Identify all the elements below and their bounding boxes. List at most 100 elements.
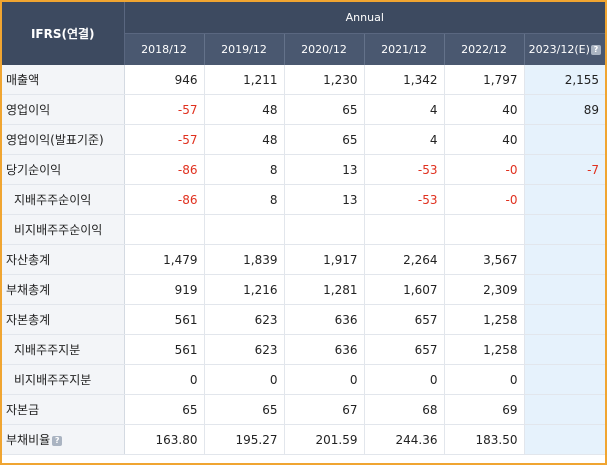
value-cell: 1,917 <box>284 244 365 275</box>
row-label: 지배주주순이익 <box>2 184 125 215</box>
value-cell: 1,479 <box>124 244 205 275</box>
value-cell: 244.36 <box>364 424 445 455</box>
row-label-text: 영업이익(발표기준) <box>6 133 104 147</box>
value-cell: -57 <box>124 124 205 155</box>
value-cell: 40 <box>444 124 525 155</box>
value-cell: -0 <box>444 184 525 215</box>
row-label-text: 자본총계 <box>6 313 51 327</box>
table-row: 지배주주지분 561 623 636 657 1,258 <box>2 334 605 365</box>
value-cell: 48 <box>204 124 285 155</box>
value-cell: 623 <box>204 304 285 335</box>
value-cell: -53 <box>364 154 445 185</box>
value-cell: 0 <box>364 364 445 395</box>
value-cell: 636 <box>284 334 365 365</box>
year-header-2023-estimate: 2023/12(E)? <box>524 33 605 65</box>
row-label-text: 자본금 <box>6 403 40 417</box>
value-cell: 1,216 <box>204 274 285 305</box>
value-cell: -0 <box>444 154 525 185</box>
estimate-year-label: 2023/12(E) <box>528 43 590 56</box>
row-label-text: 비지배주주순이익 <box>14 223 103 237</box>
question-icon[interactable]: ? <box>52 435 63 446</box>
value-cell: 40 <box>444 94 525 125</box>
row-label: 영업이익 <box>2 94 125 125</box>
table-body: 매출액 946 1,211 1,230 1,342 1,797 2,155 영업이익 -57 48… <box>2 65 605 455</box>
value-cell: 4 <box>364 124 445 155</box>
value-cell: 919 <box>124 274 205 305</box>
value-cell: -7 <box>524 154 605 185</box>
value-cell: 623 <box>204 334 285 365</box>
table-row: 부채비율? 163.80 195.27 201.59 244.36 183.50 <box>2 424 605 455</box>
question-icon[interactable]: ? <box>590 45 601 55</box>
value-cell: 1,797 <box>444 65 525 95</box>
value-cell <box>524 424 605 455</box>
value-cell: -86 <box>124 184 205 215</box>
year-header-2018: 2018/12 <box>124 33 205 65</box>
year-header-2019: 2019/12 <box>204 33 285 65</box>
row-label: 자본금 <box>2 394 125 425</box>
row-label: 부채총계 <box>2 274 125 305</box>
value-cell: 4 <box>364 94 445 125</box>
value-cell: 561 <box>124 334 205 365</box>
value-cell: 1,211 <box>204 65 285 95</box>
value-cell: 1,839 <box>204 244 285 275</box>
value-cell <box>524 274 605 305</box>
value-cell: 1,258 <box>444 334 525 365</box>
value-cell: 8 <box>204 184 285 215</box>
value-cell <box>524 334 605 365</box>
value-cell: 183.50 <box>444 424 525 455</box>
value-cell: 0 <box>204 364 285 395</box>
row-label-text: 당기순이익 <box>6 163 62 177</box>
value-cell <box>524 184 605 215</box>
value-cell: 67 <box>284 394 365 425</box>
value-cell <box>524 214 605 245</box>
value-cell: 1,258 <box>444 304 525 335</box>
table-row: 자본금 65 65 67 68 69 <box>2 394 605 425</box>
table-row: 영업이익(발표기준) -57 48 65 4 40 <box>2 124 605 155</box>
value-cell <box>524 124 605 155</box>
year-header-2021: 2021/12 <box>364 33 445 65</box>
row-label: 자본총계 <box>2 304 125 335</box>
row-label: 자산총계 <box>2 244 125 275</box>
value-cell <box>284 214 365 245</box>
value-cell: 2,155 <box>524 65 605 95</box>
value-cell: 3,567 <box>444 244 525 275</box>
table-row: 자산총계 1,479 1,839 1,917 2,264 3,567 <box>2 244 605 275</box>
row-label: 당기순이익 <box>2 154 125 185</box>
value-cell <box>524 244 605 275</box>
row-label-text: 자산총계 <box>6 253 51 267</box>
value-cell: 195.27 <box>204 424 285 455</box>
value-cell: 13 <box>284 184 365 215</box>
value-cell: 68 <box>364 394 445 425</box>
table-row: 비지배주주지분 0 0 0 0 0 <box>2 364 605 395</box>
value-cell <box>524 364 605 395</box>
value-cell: 65 <box>284 94 365 125</box>
table-row: 비지배주주순이익 <box>2 214 605 245</box>
row-label-text: 지배주주지분 <box>14 343 81 357</box>
value-cell: 13 <box>284 154 365 185</box>
table-row: 매출액 946 1,211 1,230 1,342 1,797 2,155 <box>2 65 605 95</box>
row-label: 매출액 <box>2 65 125 95</box>
value-cell: 0 <box>444 364 525 395</box>
value-cell <box>444 214 525 245</box>
value-cell: 89 <box>524 94 605 125</box>
value-cell: 657 <box>364 334 445 365</box>
value-cell: -86 <box>124 154 205 185</box>
value-cell <box>524 304 605 335</box>
value-cell: 48 <box>204 94 285 125</box>
value-cell: 69 <box>444 394 525 425</box>
value-cell: 65 <box>124 394 205 425</box>
value-cell: 1,607 <box>364 274 445 305</box>
row-label-text: 부채비율 <box>6 433 51 447</box>
value-cell: 1,342 <box>364 65 445 95</box>
value-cell <box>204 214 285 245</box>
row-label-text: 매출액 <box>6 73 40 87</box>
table-row: 지배주주순이익 -86 8 13 -53 -0 <box>2 184 605 215</box>
value-cell: -53 <box>364 184 445 215</box>
row-label: 영업이익(발표기준) <box>2 124 125 155</box>
row-label: 비지배주주순이익 <box>2 214 125 245</box>
annual-header: Annual <box>124 2 605 34</box>
value-cell <box>524 394 605 425</box>
value-cell: 163.80 <box>124 424 205 455</box>
value-cell: 561 <box>124 304 205 335</box>
